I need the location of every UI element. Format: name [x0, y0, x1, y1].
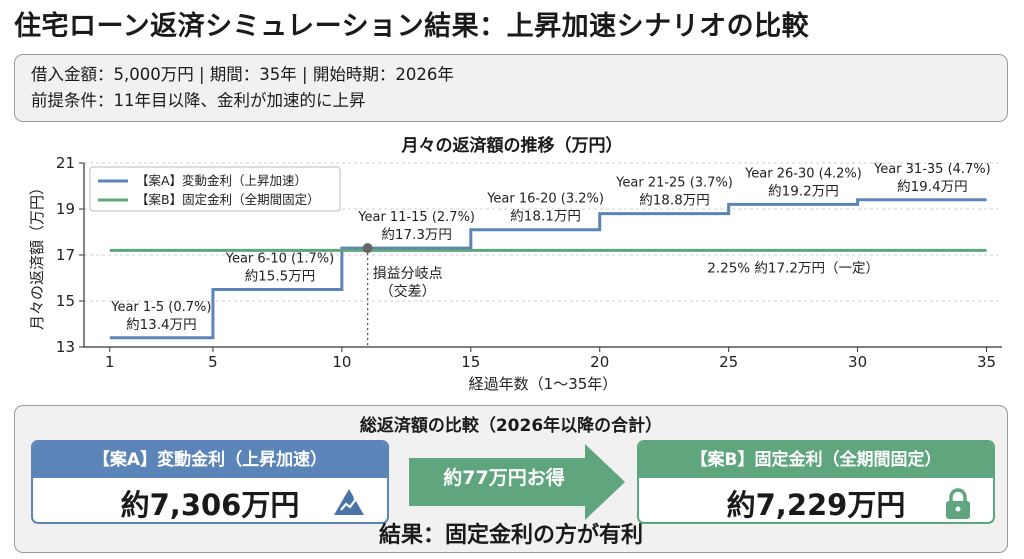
page-title: 住宅ローン返済シミュレーション結果：上昇加速シナリオの比較 [14, 4, 809, 43]
segment-rate-label: Year 21-25 (3.7%) [615, 176, 733, 191]
breakeven-sub-label: （交差） [380, 283, 436, 300]
total-summary-box: 総返済額の比較（2026年以降の合計） 【案A】変動金利（上昇加速） 約7,30… [14, 405, 1008, 553]
y-tick-label: 15 [56, 292, 75, 310]
plan-a-label: 【案A】変動金利（上昇加速） [33, 442, 387, 478]
segment-amount-label: 約18.1万円 [510, 209, 581, 225]
y-tick-label: 21 [56, 154, 75, 172]
y-tick-label: 17 [56, 246, 75, 264]
segment-rate-label: Year 31-35 (4.7%) [873, 162, 991, 177]
segment-amount-label: 約17.3万円 [381, 227, 452, 243]
x-tick-label: 25 [719, 353, 738, 371]
segment-rate-label: Year 11-15 (2.7%) [357, 210, 475, 225]
y-tick-label: 13 [56, 338, 75, 356]
summary-title: 総返済額の比較（2026年以降の合計） [15, 411, 1007, 436]
plan-b-card: 【案B】固定金利（全期間固定） 約7,229万円 [637, 440, 995, 524]
breakeven-point [363, 243, 373, 253]
x-tick-label: 35 [977, 353, 996, 371]
fixed-rate-label: 2.25% 約17.2万円（一定） [707, 260, 879, 276]
segment-rate-label: Year 16-20 (3.2%) [486, 192, 604, 207]
segment-amount-label: 約19.2万円 [768, 183, 839, 199]
x-tick-label: 20 [590, 353, 609, 371]
y-axis-label: 月々の返済額（万円） [28, 180, 46, 330]
y-tick-label: 19 [56, 200, 75, 218]
legend-label: 【案B】固定金利（全期間固定） [136, 192, 320, 207]
x-tick-label: 5 [208, 353, 218, 371]
segment-amount-label: 約18.8万円 [639, 193, 710, 209]
savings-label: 約77万円お得 [409, 463, 599, 490]
x-tick-label: 30 [848, 353, 867, 371]
segment-rate-label: Year 1-5 (0.7%) [110, 300, 211, 315]
assumption-line: 前提条件：11年目以降、金利が加速的に上昇 [31, 88, 991, 114]
lock-icon [945, 488, 971, 520]
chart-up-icon [333, 488, 365, 516]
segment-amount-label: 約19.4万円 [897, 179, 968, 195]
segment-rate-label: Year 26-30 (4.2%) [744, 166, 862, 181]
x-tick-label: 1 [105, 353, 115, 371]
segment-amount-label: 約13.4万円 [126, 317, 197, 333]
segment-rate-label: Year 6-10 (1.7%) [225, 252, 334, 267]
legend-label: 【案A】変動金利（上昇加速） [136, 173, 307, 188]
x-tick-label: 15 [461, 353, 480, 371]
x-tick-label: 10 [332, 353, 351, 371]
x-axis-label: 経過年数（1〜35年） [469, 375, 618, 393]
plan-b-label: 【案B】固定金利（全期間固定） [639, 442, 993, 478]
plan-a-card: 【案A】変動金利（上昇加速） 約7,306万円 [31, 440, 389, 524]
loan-conditions-box: 借入金額：5,000万円 | 期間：35年 | 開始時期：2026年 前提条件：… [14, 54, 1008, 122]
breakeven-label: 損益分岐点 [373, 266, 443, 282]
conclusion-text: 結果：固定金利の方が有利 [15, 517, 1007, 549]
segment-amount-label: 約15.5万円 [245, 269, 316, 285]
loan-conditions-line: 借入金額：5,000万円 | 期間：35年 | 開始時期：2026年 [31, 62, 991, 88]
